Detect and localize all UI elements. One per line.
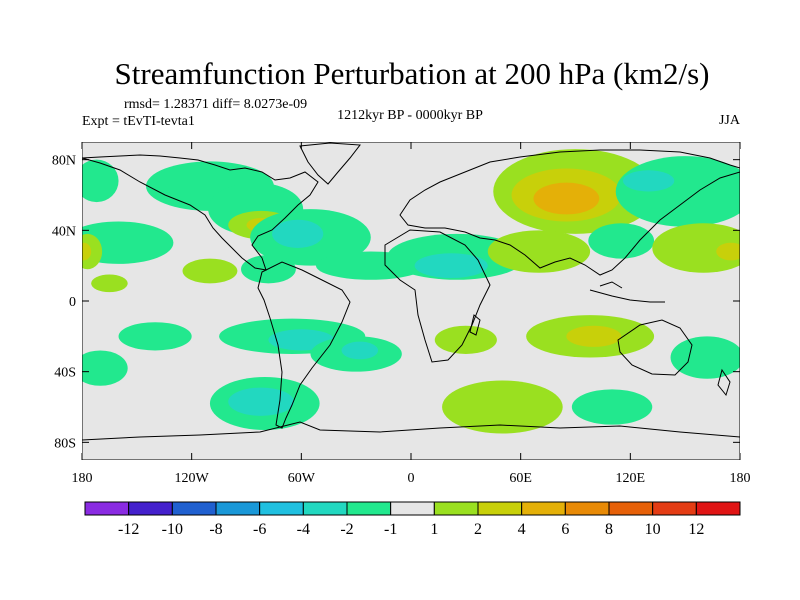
- colorbar-swatch-14: [695, 501, 741, 516]
- coast-north-america: [82, 154, 319, 271]
- colorbar-swatch-13: [652, 501, 697, 516]
- contour-region-24: [716, 242, 740, 261]
- contour-region-6: [272, 219, 324, 248]
- chart-title: Streamfunction Perturbation at 200 hPa (…: [115, 56, 710, 91]
- colorbar-swatch-10: [521, 501, 566, 516]
- contour-region-0: [82, 159, 119, 203]
- rmsd-annotation: rmsd= 1.28371 diff= 8.0273e-09: [124, 97, 307, 112]
- colorbar-label-2: -8: [209, 521, 222, 538]
- contour-region-19: [615, 156, 740, 227]
- colorbar-swatch-5: [302, 501, 348, 516]
- x-tick-label-4: 60E: [509, 471, 532, 486]
- coast-madagascar: [469, 314, 481, 336]
- contour-region-15: [414, 253, 488, 279]
- contour-region-35: [566, 325, 622, 347]
- coast-south-america: [257, 261, 351, 429]
- colorbar-swatch-3: [215, 501, 261, 516]
- contour-region-30: [82, 350, 128, 386]
- colorbar-swatch-7: [390, 501, 435, 516]
- colorbar-label-0: -12: [118, 521, 139, 538]
- colorbar-label-5: -2: [340, 521, 353, 538]
- contour-region-23: [652, 223, 740, 273]
- coast-australia: [617, 319, 693, 376]
- map-area: [82, 142, 740, 460]
- colorbar-label-6: -1: [384, 521, 397, 538]
- x-tick-label-5: 120E: [616, 471, 646, 486]
- x-tick-label-2: 60W: [288, 471, 316, 486]
- contour-region-27: [118, 322, 192, 351]
- y-tick-label-3: 40S: [54, 366, 76, 381]
- colorbar-swatch-6: [346, 501, 392, 516]
- colorbar-label-7: 1: [430, 521, 438, 538]
- colorbar-swatch-9: [477, 501, 523, 516]
- colorbar-swatch-11: [564, 501, 610, 516]
- colorbar-swatch-12: [608, 501, 654, 516]
- season-annotation: JJA: [719, 113, 741, 128]
- colorbar-label-11: 8: [605, 521, 613, 538]
- contour-region-8: [82, 233, 103, 270]
- y-tick-label-1: 40N: [52, 224, 76, 239]
- axes-ticks: 180 120W 60W 0 60E 120E 180 80N 40N 0 40S 80S: [52, 142, 751, 486]
- contour-region-20: [623, 170, 675, 192]
- colorbar-swatch-8: [433, 501, 479, 516]
- contour-region-38: [571, 389, 653, 425]
- colorbar-swatch-1: [128, 501, 173, 516]
- contour-region-22: [588, 223, 655, 259]
- contour-regions: [82, 149, 740, 434]
- colorbar-label-1: -10: [162, 521, 183, 538]
- colorbar-label-12: 10: [645, 521, 661, 538]
- colorbar-label-3: -6: [253, 521, 266, 538]
- coast-antarctica: [82, 421, 740, 441]
- experiment-annotation: Expt = tEvTI-tevta1: [82, 114, 195, 129]
- x-tick-label-3: 0: [408, 471, 415, 486]
- colorbar-swatch-0: [84, 501, 130, 516]
- coast-indonesia: [589, 281, 665, 303]
- x-tick-label-1: 120W: [175, 471, 210, 486]
- coast-greenland: [299, 142, 361, 185]
- contour-region-18: [533, 182, 600, 215]
- contour-region-7: [82, 221, 174, 264]
- contour-region-37: [442, 380, 563, 434]
- contour-region-10: [182, 258, 238, 284]
- period-annotation: 1212kyr BP - 0000kyr BP: [337, 108, 483, 123]
- x-tick-label-6: 180: [730, 471, 751, 486]
- coast-new-zealand: [717, 368, 731, 397]
- contour-region-33: [434, 325, 497, 354]
- colorbar-label-13: 12: [688, 521, 704, 538]
- colorbar-swatch-4: [259, 501, 304, 516]
- coast-eurasia: [399, 149, 740, 276]
- coastlines: [82, 142, 740, 441]
- contour-region-11: [91, 274, 128, 293]
- colorbar-label-4: -4: [297, 521, 310, 538]
- contour-region-29: [341, 341, 379, 360]
- colorbar-label-8: 2: [474, 521, 482, 538]
- colorbar-label-9: 4: [518, 521, 526, 538]
- contour-region-21: [487, 230, 591, 273]
- contour-region-36: [670, 336, 740, 379]
- colorbar-swatch-2: [171, 501, 217, 516]
- colorbar-label-10: 6: [561, 521, 569, 538]
- x-tick-label-0: 180: [72, 471, 93, 486]
- y-tick-label-0: 80N: [52, 154, 76, 169]
- contour-region-9: [82, 242, 92, 261]
- colorbar: -12 -10 -8 -6 -4 -2 -1 1 2 4 6 8 10 12: [84, 501, 741, 538]
- contour-region-32: [228, 387, 295, 416]
- coast-africa: [384, 229, 491, 363]
- y-tick-label-4: 80S: [54, 436, 76, 451]
- y-tick-label-2: 0: [69, 295, 76, 310]
